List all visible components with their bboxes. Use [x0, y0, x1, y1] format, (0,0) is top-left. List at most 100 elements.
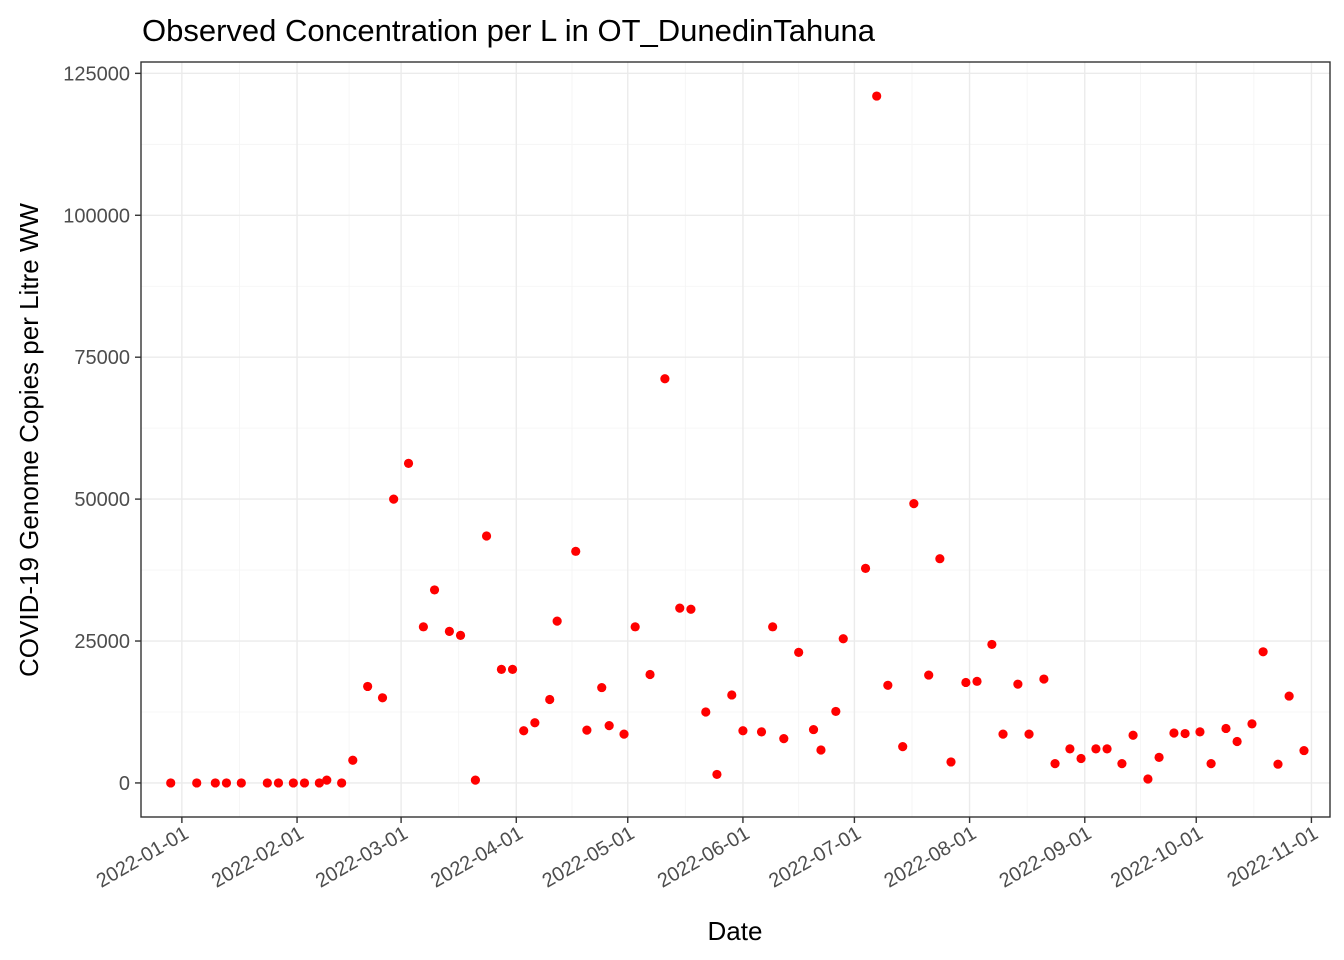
data-point	[860, 563, 871, 573]
data-point	[898, 742, 908, 752]
data-point	[701, 707, 711, 717]
data-point	[418, 622, 428, 632]
data-point	[1232, 736, 1242, 747]
x-tick-label: 2022-08-01	[880, 822, 980, 892]
data-point	[1195, 727, 1205, 737]
data-point	[712, 769, 722, 780]
data-point	[1050, 759, 1060, 769]
data-point	[675, 603, 685, 613]
data-point	[470, 775, 481, 785]
data-point	[322, 775, 332, 785]
data-point	[530, 718, 540, 728]
data-point	[582, 725, 592, 735]
data-point	[597, 682, 607, 693]
data-point	[363, 681, 373, 692]
data-point	[779, 734, 789, 744]
data-point	[619, 729, 629, 739]
data-point	[883, 680, 893, 690]
data-point	[1091, 744, 1101, 754]
data-point	[314, 778, 324, 788]
data-point	[727, 690, 737, 700]
data-point	[262, 778, 272, 788]
data-point	[972, 676, 982, 686]
data-point	[831, 706, 841, 717]
data-point	[1154, 752, 1164, 762]
data-point	[1039, 674, 1049, 684]
data-point	[377, 693, 388, 703]
data-point	[924, 670, 934, 680]
data-point	[1206, 759, 1216, 769]
data-point	[838, 634, 848, 644]
data-point	[768, 622, 778, 632]
x-tick-label: 2022-07-01	[765, 822, 865, 892]
data-point	[403, 458, 414, 468]
data-point	[946, 757, 956, 767]
data-point	[935, 554, 945, 564]
data-point	[909, 499, 919, 509]
x-tick-label: 2022-04-01	[427, 822, 527, 892]
y-axis: 0 25000 50000 75000 100000 125000	[63, 63, 141, 795]
data-point	[1024, 729, 1034, 739]
x-axis-title: Date	[708, 916, 763, 946]
data-point	[299, 778, 310, 788]
data-point	[1284, 691, 1294, 701]
data-point	[429, 585, 440, 595]
x-tick-label: 2022-05-01	[539, 822, 639, 892]
y-tick-label: 75000	[74, 347, 130, 369]
data-point	[192, 778, 202, 788]
data-point	[552, 616, 562, 626]
data-point	[348, 755, 358, 765]
data-point	[794, 647, 804, 657]
plot-panel-border	[140, 61, 1331, 818]
y-tick-label: 0	[119, 773, 130, 795]
x-axis: 2022-01-01 2022-02-01 2022-03-01 2022-04-01…	[93, 817, 1322, 892]
data-point	[545, 694, 555, 705]
y-axis-title: COVID-19 Genome Copies per Litre WW	[14, 203, 44, 677]
data-point	[1013, 679, 1023, 689]
data-point	[1169, 728, 1179, 738]
data-point	[210, 778, 220, 788]
x-tick-label: 2022-02-01	[208, 822, 308, 892]
data-point	[1076, 753, 1086, 764]
data-point	[444, 626, 454, 636]
x-tick-label: 2022-11-01	[1224, 822, 1322, 891]
data-point	[389, 494, 399, 504]
data-point	[738, 726, 748, 736]
data-point	[1180, 728, 1190, 739]
data-point	[571, 546, 581, 556]
data-point	[756, 727, 767, 737]
data-points	[166, 91, 1309, 788]
data-point	[455, 630, 466, 640]
data-point	[1117, 759, 1127, 769]
y-tick-label: 25000	[74, 631, 130, 653]
data-point	[660, 374, 670, 384]
data-point	[987, 639, 997, 650]
data-point	[288, 778, 298, 788]
data-point	[337, 778, 347, 788]
data-point	[816, 745, 826, 755]
data-point	[1102, 744, 1112, 754]
data-point	[507, 664, 518, 675]
x-tick-label: 2022-03-01	[312, 822, 412, 892]
data-point	[630, 622, 640, 632]
data-point	[1143, 774, 1153, 784]
data-point	[1258, 647, 1268, 657]
data-point	[273, 778, 284, 788]
data-point	[998, 729, 1008, 739]
data-point	[1273, 759, 1283, 769]
x-tick-label: 2022-10-01	[1107, 822, 1207, 892]
data-point	[961, 677, 971, 688]
data-point	[604, 721, 614, 731]
chart-title: Observed Concentration per L in OT_Duned…	[142, 13, 876, 48]
data-point	[686, 604, 696, 614]
data-point	[1221, 723, 1231, 734]
data-point	[221, 778, 232, 788]
y-tick-label: 50000	[74, 489, 130, 511]
data-point	[236, 778, 246, 788]
data-point	[872, 91, 882, 101]
grid	[141, 62, 1330, 817]
y-tick-label: 125000	[63, 63, 130, 85]
data-point	[1065, 744, 1075, 754]
data-point	[1247, 719, 1257, 729]
